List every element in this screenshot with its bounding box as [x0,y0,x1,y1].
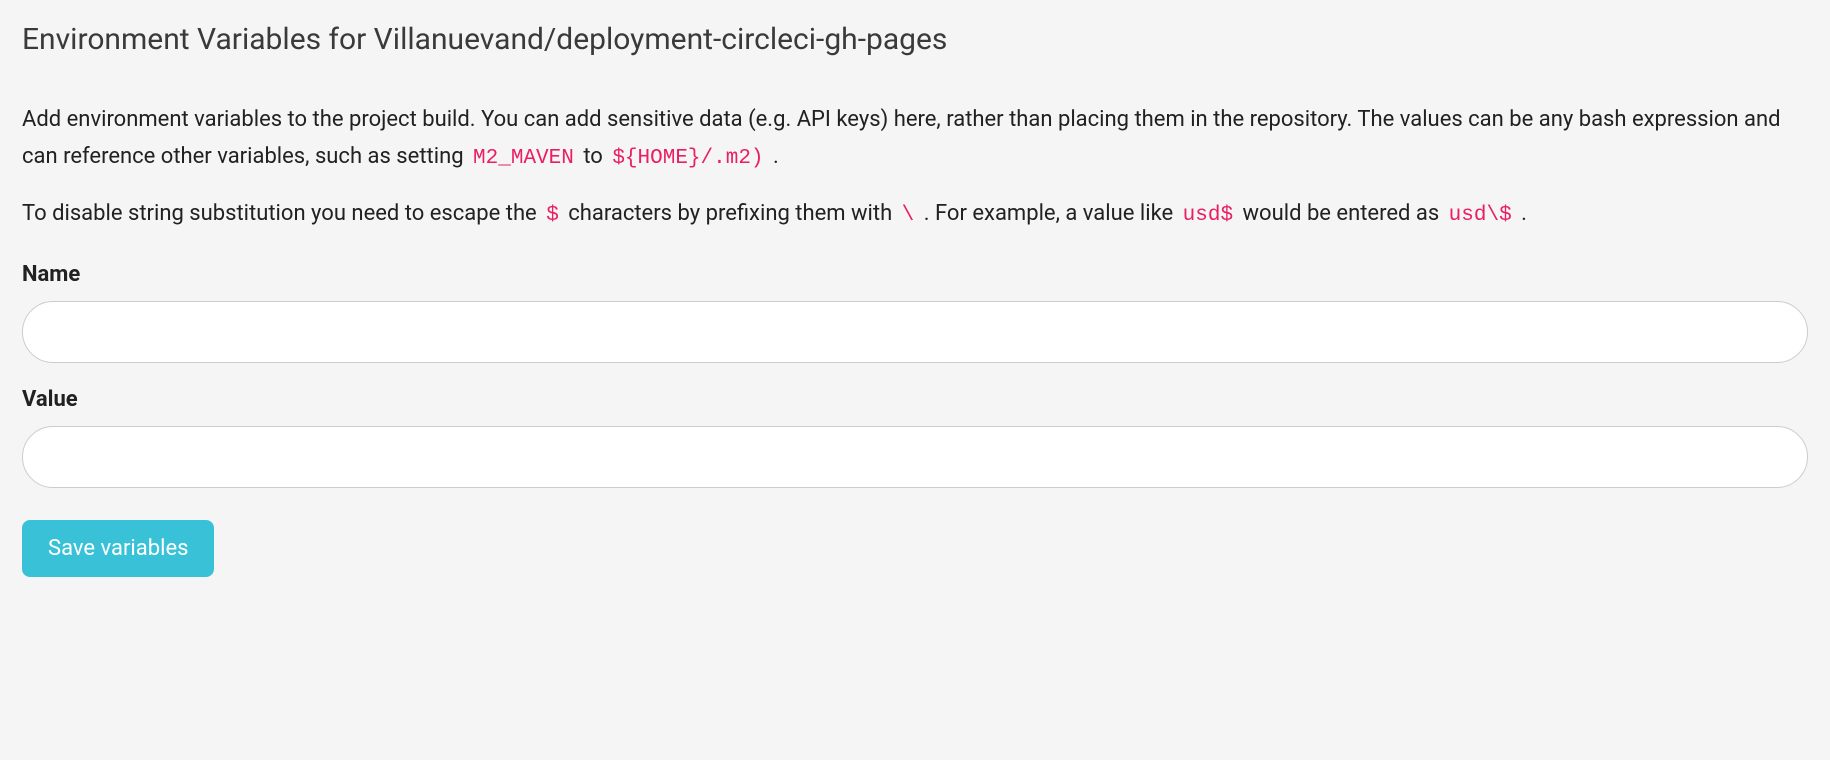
description-text: To disable string substitution you need … [22,201,542,226]
code-inline: usd$ [1179,204,1237,227]
name-input[interactable] [22,301,1808,363]
code-inline: $ [542,204,563,227]
value-input[interactable] [22,426,1808,488]
description-text: . [768,144,779,169]
description-paragraph-1: Add environment variables to the project… [22,101,1808,177]
description-paragraph-2: To disable string substitution you need … [22,195,1808,234]
code-inline: M2_MAVEN [469,147,578,170]
description-text: . [1516,201,1527,226]
form-group-name: Name [22,262,1808,363]
code-inline: \ [898,204,919,227]
description-text: would be entered as [1237,201,1445,226]
code-inline: ${HOME}/.m2) [608,147,767,170]
description-text: Add environment variables to the project… [22,107,1781,169]
code-inline: usd\$ [1445,204,1516,227]
description-text: to [578,144,608,169]
description-text: characters by prefixing them with [563,201,898,226]
description-text: . For example, a value like [918,201,1178,226]
form-group-value: Value [22,387,1808,488]
value-label: Value [22,387,1808,412]
page-title: Environment Variables for Villanuevand/d… [22,20,1808,59]
name-label: Name [22,262,1808,287]
save-variables-button[interactable]: Save variables [22,520,214,577]
